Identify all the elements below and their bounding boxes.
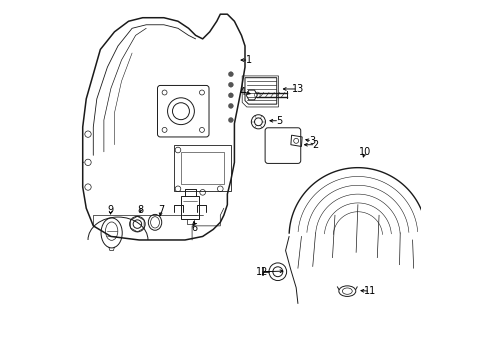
Text: 1: 1: [245, 55, 251, 65]
Text: 8: 8: [138, 205, 144, 215]
Circle shape: [228, 72, 233, 77]
Text: 11: 11: [364, 286, 376, 296]
Circle shape: [228, 93, 233, 98]
Circle shape: [228, 103, 233, 108]
Text: 3: 3: [309, 136, 315, 146]
Circle shape: [228, 82, 233, 87]
Text: 7: 7: [158, 205, 164, 215]
Text: 4: 4: [239, 87, 245, 97]
Text: 13: 13: [292, 84, 304, 94]
Text: 9: 9: [107, 205, 114, 215]
Text: 6: 6: [191, 223, 197, 233]
Circle shape: [228, 118, 233, 122]
Text: 10: 10: [359, 147, 371, 157]
Text: 2: 2: [313, 140, 318, 150]
Text: 5: 5: [276, 116, 282, 126]
Text: 12: 12: [256, 267, 269, 277]
